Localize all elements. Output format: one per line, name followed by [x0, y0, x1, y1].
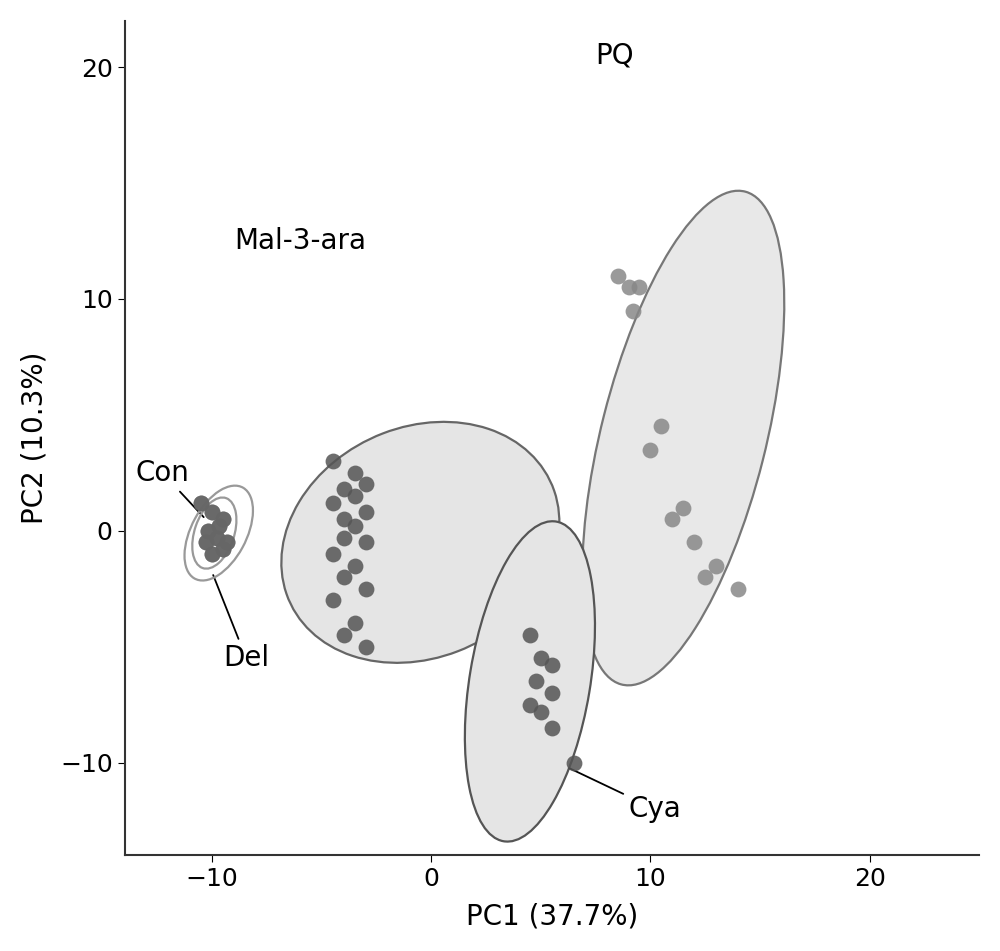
Point: [664, 512, 680, 527]
Point: [358, 534, 374, 550]
Point: [204, 505, 220, 520]
Point: [347, 489, 363, 504]
Point: [522, 628, 538, 643]
Point: [215, 512, 231, 527]
Point: [631, 280, 647, 295]
Point: [610, 268, 626, 283]
Point: [358, 476, 374, 492]
Point: [544, 720, 560, 735]
Point: [347, 518, 363, 534]
Ellipse shape: [465, 521, 595, 842]
Point: [533, 704, 549, 719]
Point: [325, 495, 341, 511]
Point: [625, 303, 641, 319]
Point: [642, 442, 658, 457]
Point: [533, 650, 549, 666]
Point: [204, 546, 220, 561]
Point: [193, 495, 209, 511]
Point: [653, 418, 669, 434]
Point: [336, 481, 352, 496]
Text: Cya: Cya: [570, 768, 681, 823]
Text: PQ: PQ: [596, 42, 634, 69]
Point: [204, 546, 220, 561]
Point: [358, 581, 374, 596]
Point: [193, 495, 209, 511]
Point: [347, 465, 363, 480]
Point: [215, 542, 231, 557]
Ellipse shape: [281, 422, 559, 663]
Point: [204, 505, 220, 520]
Point: [528, 674, 544, 689]
Point: [198, 534, 214, 550]
Point: [336, 512, 352, 527]
Point: [544, 686, 560, 701]
Ellipse shape: [582, 191, 784, 686]
Point: [544, 657, 560, 672]
Point: [686, 534, 702, 550]
Point: [708, 558, 724, 573]
Point: [219, 534, 235, 550]
Point: [325, 546, 341, 561]
X-axis label: PC1 (37.7%): PC1 (37.7%): [466, 902, 638, 930]
Point: [730, 581, 746, 596]
Point: [211, 518, 227, 534]
Text: Del: Del: [213, 575, 269, 672]
Point: [675, 500, 691, 515]
Point: [219, 534, 235, 550]
Point: [215, 512, 231, 527]
Point: [209, 530, 225, 545]
Point: [211, 518, 227, 534]
Text: Con: Con: [135, 458, 204, 517]
Point: [697, 570, 713, 585]
Point: [336, 570, 352, 585]
Point: [358, 639, 374, 654]
Point: [336, 628, 352, 643]
Point: [200, 523, 216, 538]
Point: [325, 454, 341, 469]
Point: [200, 523, 216, 538]
Point: [358, 505, 374, 520]
Point: [566, 755, 582, 770]
Point: [336, 530, 352, 545]
Point: [209, 530, 225, 545]
Text: Mal-3-ara: Mal-3-ara: [234, 227, 366, 255]
Point: [522, 697, 538, 712]
Point: [347, 558, 363, 573]
Point: [215, 542, 231, 557]
Y-axis label: PC2 (10.3%): PC2 (10.3%): [21, 352, 49, 524]
Point: [198, 534, 214, 550]
Point: [347, 616, 363, 631]
Point: [325, 592, 341, 608]
Point: [621, 280, 637, 295]
